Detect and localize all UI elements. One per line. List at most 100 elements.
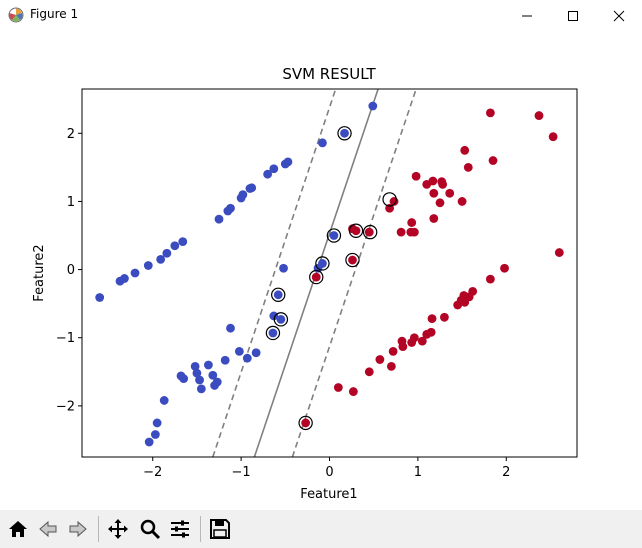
data-point-class-1 — [398, 342, 408, 351]
configure-subplots-button[interactable] — [166, 515, 194, 543]
minimize-icon — [522, 15, 532, 16]
data-point-class-1 — [435, 198, 445, 208]
data-point-class-0 — [196, 384, 206, 394]
data-point-class-1 — [485, 274, 495, 284]
data-point-class-1 — [488, 156, 498, 165]
data-point-class-1 — [409, 227, 419, 237]
x-tick-label: 1 — [414, 465, 422, 480]
forward-button[interactable] — [64, 515, 92, 543]
toolbar-separator — [200, 516, 201, 542]
data-point-class-1 — [411, 171, 421, 181]
maximize-icon — [568, 10, 578, 21]
data-point-class-1 — [348, 255, 357, 265]
data-point-class-0 — [143, 261, 153, 270]
data-point-class-0 — [318, 259, 327, 268]
data-point-class-0 — [212, 377, 222, 387]
data-point-class-0 — [226, 203, 235, 213]
plot-title: SVM RESULT — [282, 65, 376, 83]
close-icon — [613, 10, 625, 21]
data-point-class-0 — [234, 346, 244, 356]
data-point-class-0 — [329, 231, 339, 240]
axis-ticks: −2 −1 0 1 2 −2 −1 0 1 2 — [56, 127, 511, 480]
data-point-class-0 — [190, 361, 200, 371]
data-point-class-0 — [170, 241, 180, 251]
y-tick-label: 0 — [67, 263, 75, 278]
data-point-class-0 — [208, 370, 218, 380]
data-point-class-1 — [422, 180, 432, 189]
data-point-class-1 — [429, 188, 439, 198]
margin-line-2 — [291, 89, 417, 457]
data-point-class-0 — [368, 101, 378, 111]
data-point-class-0 — [226, 323, 235, 333]
support-vector-ring — [309, 269, 324, 285]
data-point-class-0 — [279, 263, 288, 273]
data-point-class-0 — [269, 164, 279, 174]
navigation-toolbar — [0, 510, 642, 548]
x-axis-label: Feature1 — [300, 487, 357, 502]
support-vector-ring — [348, 223, 364, 238]
data-point-class-1 — [417, 336, 427, 346]
support-vector-ring — [362, 224, 378, 240]
back-arrow-icon — [39, 520, 57, 538]
data-point-class-0 — [214, 214, 224, 224]
data-point-class-0 — [204, 360, 213, 370]
forward-arrow-icon — [69, 520, 87, 538]
data-point-class-0 — [283, 157, 293, 167]
data-point-class-1 — [386, 361, 396, 371]
support-vector-ring — [315, 256, 330, 271]
window-title: Figure 1 — [30, 7, 79, 21]
y-tick-label: −2 — [56, 399, 75, 414]
data-point-class-0 — [179, 374, 189, 384]
data-point-class-0 — [251, 348, 261, 358]
data-point-class-1 — [427, 314, 437, 324]
pan-button[interactable] — [104, 515, 132, 543]
zoom-magnifier-icon — [140, 519, 161, 540]
data-point-class-1 — [311, 272, 321, 282]
zoom-button[interactable] — [136, 515, 164, 543]
data-point-class-1 — [301, 418, 311, 428]
home-button[interactable] — [4, 515, 32, 543]
pan-move-icon — [108, 519, 128, 539]
support-vector-ring — [273, 312, 289, 327]
data-point-class-1 — [438, 180, 448, 189]
back-button[interactable] — [34, 515, 62, 543]
data-point-class-1 — [429, 214, 439, 223]
save-button[interactable] — [206, 515, 234, 543]
data-point-class-0 — [269, 311, 279, 321]
data-point-class-0 — [150, 430, 160, 439]
decision-lines — [212, 89, 417, 457]
data-point-class-0 — [144, 437, 154, 447]
y-tick-label: 1 — [67, 195, 75, 210]
data-point-class-0 — [162, 248, 172, 258]
data-point-class-1 — [457, 197, 467, 206]
x-tick-label: −1 — [232, 465, 251, 480]
data-point-class-0 — [220, 355, 230, 365]
axes-frame — [81, 88, 578, 458]
data-point-class-1 — [463, 162, 473, 172]
close-button[interactable] — [596, 0, 642, 31]
data-point-class-1 — [500, 263, 509, 273]
data-point-class-1 — [460, 145, 470, 155]
data-point-class-0 — [195, 375, 204, 385]
maximize-button[interactable] — [550, 0, 596, 31]
minimize-button[interactable] — [504, 0, 550, 31]
support-vectors — [265, 126, 397, 431]
data-point-class-1 — [554, 248, 564, 257]
save-disk-icon — [210, 519, 230, 539]
data-point-class-0 — [178, 237, 188, 247]
data-point-class-1 — [445, 188, 455, 198]
data-point-class-1 — [333, 383, 343, 392]
data-point-class-0 — [120, 274, 129, 283]
data-point-class-0 — [130, 268, 140, 278]
support-vector-ring — [345, 252, 360, 268]
home-icon — [9, 521, 27, 537]
data-point-class-0 — [156, 254, 166, 264]
x-tick-label: 2 — [502, 465, 510, 480]
support-vector-ring — [382, 192, 397, 207]
data-point-class-0 — [192, 368, 202, 378]
data-point-class-1 — [485, 108, 495, 118]
y-tick-label: 2 — [67, 127, 75, 142]
data-point-class-1 — [351, 226, 361, 236]
matplotlib-logo-icon — [8, 7, 24, 23]
data-point-class-0 — [276, 314, 286, 324]
